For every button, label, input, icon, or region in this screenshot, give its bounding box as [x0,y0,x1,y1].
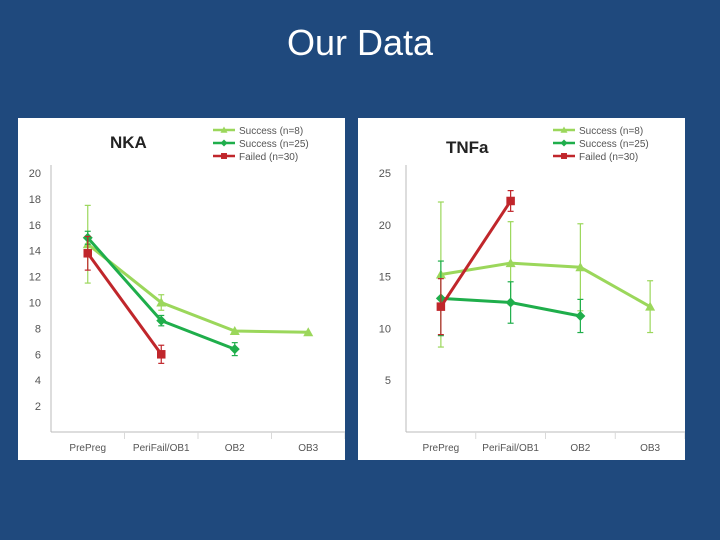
tnfa-legend-marker [560,126,568,133]
nka-y-tick-label: 12 [29,272,41,284]
tnfa-series-success-n-8-line [440,261,651,308]
nka-x-tick-label-prepreg: PrePreg [69,443,106,454]
nka-y-tick-label: 8 [35,323,41,335]
nka-legend-marker [220,126,228,133]
nka-series-failed-n-30-point [157,350,166,359]
nka-y-tick-label: 4 [35,375,41,387]
tnfa-y-tick-label: 15 [379,272,391,284]
nka-legend-marker [221,153,227,159]
nka-legend-label-failed-n-30: Failed (n=30) [239,152,298,163]
nka-x-tick-label-ob2: OB2 [225,443,245,454]
nka-y-tick-label: 18 [29,194,41,206]
tnfa-legend-label-success-n-8: Success (n=8) [579,126,643,137]
nka-series-success-n-8-point [303,327,314,337]
nka-y-tick-label: 6 [35,349,41,361]
nka-y-tick-label: 2 [35,401,41,413]
nka-chart-title: NKA [110,133,147,152]
tnfa-chart-panel: TNFa 25 20 15 10 5 PrePreg PeriFail/OB1 OB2 OB3 Su… [358,118,685,460]
slide-title: Our Data [286,22,434,63]
nka-legend-label-success-n-25: Success (n=25) [239,139,309,150]
nka-series-success-n-8-line [86,243,309,334]
tnfa-y-tick-label: 5 [385,375,391,387]
nka-series-success-n-25-line [86,236,236,351]
nka-legend-label-success-n-8: Success (n=8) [239,126,303,137]
tnfa-y-tick-label: 20 [379,220,391,232]
nka-series-failed-n-30-point [83,249,92,258]
tnfa-series-failed-n-30-point [506,196,515,206]
tnfa-x-tick-label-ob3: OB3 [640,443,660,454]
tnfa-legend-label-success-n-25: Success (n=25) [579,139,649,150]
nka-y-tick-label: 16 [29,220,41,232]
tnfa-y-tick-label: 10 [379,323,391,335]
nka-series-success-n-25-point [229,344,240,355]
tnfa-series-failed-n-30-line [439,200,512,308]
nka-chart-panel: NKA 20 18 16 14 12 10 8 6 4 2 PrePreg PeriFail/OB1 OB… [18,118,345,460]
tnfa-y-tick-label: 25 [379,168,391,180]
nka-series-success-n-25-point [156,315,167,326]
tnfa-series-success-n-8-point [575,262,586,272]
tnfa-series-success-n-8-point [645,301,656,311]
nka-x-tick-label-perifail-ob1: PeriFail/OB1 [133,443,190,454]
tnfa-legend-marker [561,153,567,159]
nka-y-tick-label: 14 [29,246,41,258]
nka-series-success-n-8-point [229,325,240,335]
tnfa-x-tick-label-perifail-ob1: PeriFail/OB1 [482,443,539,454]
nka-y-tick-label: 10 [29,298,41,310]
tnfa-legend-marker [560,139,568,147]
nka-x-tick-label-ob3: OB3 [298,443,318,454]
nka-legend-marker [220,139,228,147]
nka-chart: NKA 20 18 16 14 12 10 8 6 4 2 PrePreg PeriFail/OB1 OB… [29,126,345,454]
tnfa-series-failed-n-30-point [436,302,446,311]
tnfa-series-success-n-25-point [505,297,516,308]
tnfa-chart-title: TNFa [446,138,489,157]
tnfa-chart: TNFa 25 20 15 10 5 PrePreg PeriFail/OB1 OB2 OB3 Su… [379,126,685,454]
nka-y-tick-label: 20 [29,168,41,180]
nka-series-failed-n-30-line [86,252,163,356]
tnfa-series-success-n-8-point [505,258,516,268]
nka-series-success-n-8-point [156,297,167,307]
tnfa-x-tick-label-prepreg: PrePreg [423,443,460,454]
tnfa-x-tick-label-ob2: OB2 [570,443,590,454]
tnfa-legend-label-failed-n-30: Failed (n=30) [579,152,638,163]
tnfa-series-success-n-25-point [575,310,586,321]
